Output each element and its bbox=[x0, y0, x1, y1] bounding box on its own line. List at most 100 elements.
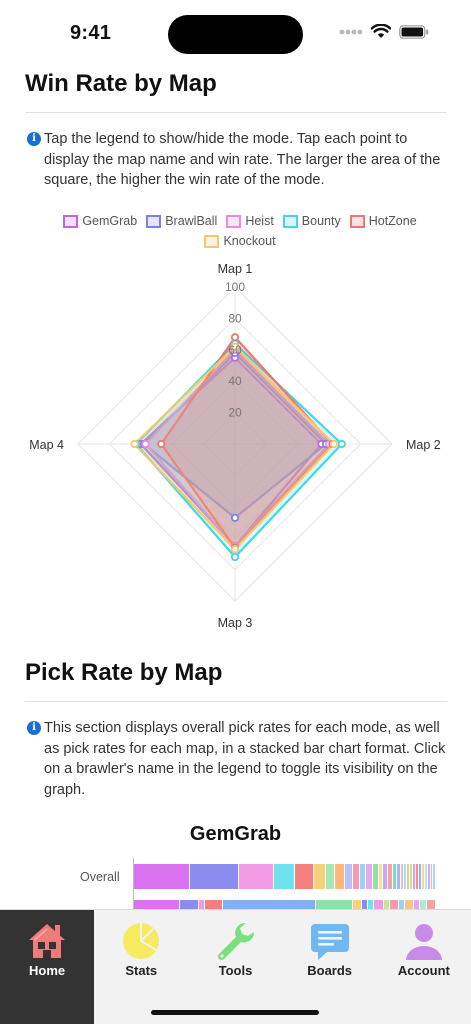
bar-segment[interactable] bbox=[378, 864, 384, 889]
tab-home[interactable]: Home bbox=[0, 910, 95, 1024]
legend-item-heist[interactable]: Heist bbox=[226, 213, 274, 229]
legend-item-bounty[interactable]: Bounty bbox=[282, 213, 341, 229]
radar-point[interactable] bbox=[230, 552, 240, 562]
bar-segment[interactable] bbox=[352, 900, 362, 912]
tab-boards[interactable]: Boards bbox=[283, 910, 377, 1024]
bar-segment[interactable] bbox=[405, 900, 415, 912]
bar-segment[interactable] bbox=[398, 900, 406, 912]
legend-item-knockout[interactable]: Knockout bbox=[204, 233, 276, 249]
bar-segment[interactable] bbox=[372, 864, 379, 889]
bar-segment[interactable] bbox=[313, 864, 327, 889]
win-rate-info-text: Tap the legend to show/hide the mode. Ta… bbox=[44, 131, 441, 188]
radar-point[interactable] bbox=[230, 342, 240, 351]
radar-point[interactable] bbox=[230, 513, 240, 522]
legend-label: GemGrab bbox=[82, 214, 138, 228]
wifi-icon bbox=[371, 24, 391, 38]
radar-point[interactable] bbox=[329, 439, 339, 449]
win-rate-info: i Tap the legend to show/hide the mode. … bbox=[27, 129, 447, 191]
bar-segment[interactable] bbox=[326, 864, 336, 889]
radar-point[interactable] bbox=[157, 439, 166, 449]
tab-label: Account bbox=[397, 963, 450, 978]
legend-swatch bbox=[146, 214, 162, 228]
battery-icon bbox=[399, 24, 429, 39]
tab-label: Boards bbox=[307, 963, 353, 978]
bar-segment[interactable] bbox=[412, 864, 416, 889]
legend-swatch bbox=[282, 214, 298, 228]
radar-point[interactable] bbox=[141, 439, 150, 449]
bar-segment[interactable] bbox=[198, 900, 205, 912]
bar-segment[interactable] bbox=[420, 900, 427, 912]
legend-swatch bbox=[226, 214, 242, 228]
bar-segment[interactable] bbox=[419, 864, 423, 889]
bar-segment[interactable] bbox=[189, 864, 240, 889]
bar-segment[interactable] bbox=[361, 900, 369, 912]
bar-segment[interactable] bbox=[366, 864, 373, 889]
bar-segment[interactable] bbox=[400, 864, 404, 889]
bar-segment[interactable] bbox=[360, 864, 367, 889]
legend-item-gemgrab[interactable]: GemGrab bbox=[63, 213, 137, 229]
pick-rate-info-text: This section displays overall pick rates… bbox=[44, 720, 446, 798]
bar-segment[interactable] bbox=[422, 864, 426, 889]
chat-bubble-icon bbox=[310, 924, 349, 960]
bar-segment[interactable] bbox=[426, 900, 436, 912]
tab-account[interactable]: Account bbox=[377, 910, 471, 1024]
bar-segment[interactable] bbox=[374, 900, 384, 912]
tab-label: Home bbox=[29, 963, 66, 978]
person-icon bbox=[405, 924, 442, 960]
bar-segment[interactable] bbox=[134, 864, 190, 889]
bar-segment[interactable] bbox=[409, 864, 413, 889]
bar-segment[interactable] bbox=[433, 864, 436, 889]
bar-segment[interactable] bbox=[392, 864, 398, 889]
bar-segment[interactable] bbox=[273, 864, 296, 889]
bar-segment[interactable] bbox=[430, 864, 434, 889]
bar-segment[interactable] bbox=[383, 864, 389, 889]
signal-icon bbox=[339, 29, 363, 34]
radar-tick-label: 40 bbox=[228, 374, 242, 388]
wrench-icon bbox=[218, 923, 255, 961]
legend-item-brawlball[interactable]: BrawlBall bbox=[146, 213, 217, 229]
radar-point[interactable] bbox=[230, 545, 240, 554]
bar-segment[interactable] bbox=[295, 864, 314, 889]
bar-segment[interactable] bbox=[425, 864, 429, 889]
bar-segment[interactable] bbox=[335, 864, 345, 889]
bar-axis-line bbox=[133, 858, 134, 912]
legend-label: BrawlBall bbox=[165, 214, 218, 228]
tab-bar: Home Stats Tools Boards Account bbox=[0, 909, 471, 1024]
legend-swatch bbox=[349, 214, 365, 228]
legend-item-hotzone[interactable]: HotZone bbox=[349, 213, 417, 229]
pick-rate-chart-title: GemGrab bbox=[189, 823, 282, 845]
status-icons bbox=[339, 24, 429, 39]
radar-category-label: Map 1 bbox=[218, 262, 253, 276]
bar-segment[interactable] bbox=[415, 864, 420, 889]
tab-stats[interactable]: Stats bbox=[94, 910, 188, 1024]
bar-segment[interactable] bbox=[383, 900, 390, 912]
radar-point[interactable] bbox=[230, 333, 240, 342]
radar-point[interactable] bbox=[130, 439, 139, 449]
bar-segment[interactable] bbox=[403, 864, 407, 889]
bar-segment[interactable] bbox=[239, 864, 274, 889]
bar-segment[interactable] bbox=[344, 864, 353, 889]
section-divider bbox=[25, 112, 447, 113]
legend-swatch bbox=[204, 234, 220, 248]
radar-tick-label: 80 bbox=[228, 311, 242, 325]
bar-segment[interactable] bbox=[388, 864, 393, 889]
legend-label: Knockout bbox=[223, 234, 276, 248]
bar-segment[interactable] bbox=[352, 864, 361, 889]
bar-segment[interactable] bbox=[368, 900, 375, 912]
tab-tools[interactable]: Tools bbox=[188, 910, 282, 1024]
bar-segment[interactable] bbox=[406, 864, 410, 889]
legend-label: Bounty bbox=[301, 214, 341, 228]
bar-segment[interactable] bbox=[428, 864, 431, 889]
dynamic-island bbox=[168, 15, 303, 54]
pie-chart-icon bbox=[123, 923, 160, 959]
home-indicator bbox=[151, 1010, 319, 1015]
bar-segment[interactable] bbox=[389, 900, 399, 912]
bar-segment[interactable] bbox=[397, 864, 401, 889]
bar-segment[interactable] bbox=[414, 900, 421, 912]
chart-legend: GemGrab BrawlBall Heist Bounty HotZone Knocko… bbox=[40, 213, 440, 249]
tab-label: Tools bbox=[218, 963, 253, 978]
overall-stacked-bar[interactable] bbox=[134, 864, 436, 889]
info-icon: i bbox=[27, 132, 41, 146]
radar-point[interactable] bbox=[337, 439, 346, 449]
win-rate-title: Win Rate by Map bbox=[25, 70, 217, 97]
